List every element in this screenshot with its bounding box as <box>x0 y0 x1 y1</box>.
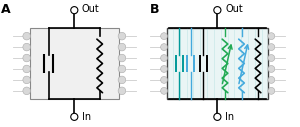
Circle shape <box>160 87 167 94</box>
Circle shape <box>268 76 275 83</box>
Circle shape <box>71 113 78 120</box>
Circle shape <box>268 66 275 72</box>
Circle shape <box>268 87 275 94</box>
Circle shape <box>71 7 78 14</box>
Bar <box>167 28 268 99</box>
Circle shape <box>214 7 221 14</box>
Circle shape <box>160 66 167 72</box>
Text: Out: Out <box>225 4 243 14</box>
Circle shape <box>118 54 126 62</box>
Circle shape <box>160 33 167 40</box>
Circle shape <box>118 76 126 84</box>
Circle shape <box>268 44 275 51</box>
Text: In: In <box>225 112 234 122</box>
Circle shape <box>23 43 31 51</box>
Circle shape <box>118 65 126 73</box>
Circle shape <box>23 65 31 73</box>
Text: B: B <box>150 3 160 15</box>
Circle shape <box>23 32 31 40</box>
Circle shape <box>23 76 31 84</box>
Circle shape <box>268 33 275 40</box>
Circle shape <box>118 87 126 95</box>
Circle shape <box>160 55 167 61</box>
Circle shape <box>23 54 31 62</box>
Text: A: A <box>2 3 11 15</box>
Circle shape <box>214 113 221 120</box>
Circle shape <box>23 87 31 95</box>
Circle shape <box>160 76 167 83</box>
Circle shape <box>160 44 167 51</box>
Circle shape <box>118 32 126 40</box>
Circle shape <box>268 55 275 61</box>
Bar <box>30 28 119 99</box>
Circle shape <box>118 43 126 51</box>
Text: In: In <box>82 112 91 122</box>
Text: Out: Out <box>82 4 100 14</box>
